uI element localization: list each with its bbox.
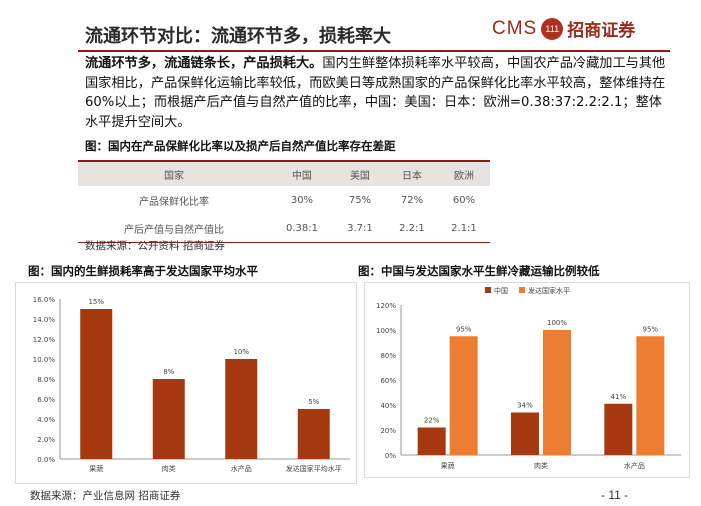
legend-label: 发达国家水平 (528, 286, 570, 295)
left-chart-title: 图：国内的生鲜损耗率高于发达国家平均水平 (28, 264, 258, 278)
data-label: 15% (88, 298, 104, 306)
legend-swatch (519, 287, 525, 293)
table-cell: 2.2:1 (385, 214, 438, 243)
bar (511, 412, 539, 455)
right-chart-title: 图：中国与发达国家水平生鲜冷藏运输比例较低 (358, 264, 600, 278)
y-tick-label: 16.0% (33, 296, 56, 304)
table-header: 日本 (385, 160, 438, 186)
summary-body: 国内生鲜整体损耗率水平较高，中国农产品冷藏加工与其他国家相比，产品保鲜化运输比率… (85, 56, 666, 130)
y-tick-label: 12.0% (33, 336, 56, 344)
table-cell: 72% (400, 194, 424, 206)
data-label: 34% (517, 402, 533, 410)
x-tick-label: 发达国家平均水平 (286, 464, 342, 473)
table-row: 产品保鲜化比率 30% 75% 72% 60% (78, 186, 490, 214)
bar (225, 359, 258, 459)
y-tick-label: 2.0% (37, 436, 55, 444)
data-label: 100% (547, 319, 567, 327)
logo-mark-icon: 111 (541, 17, 564, 40)
y-tick-label: 40% (380, 402, 396, 410)
y-tick-label: 0.0% (37, 456, 55, 464)
x-tick-label: 水产品 (624, 461, 645, 470)
table-cell: 30% (290, 194, 314, 206)
bar (604, 403, 633, 455)
bar (449, 336, 478, 455)
loss-rate-chart: 0.0% 2.0% 4.0% 6.0% 8.0% 10.0% 12.0% 14.0% 16.0%… (15, 282, 357, 484)
y-tick-label: 120% (376, 302, 396, 310)
y-tick-label: 4.0% (37, 416, 55, 424)
bar (417, 427, 446, 455)
y-tick-label: 6.0% (37, 396, 55, 404)
page-number: - 11 - (601, 488, 629, 502)
y-tick-label: 20% (380, 427, 396, 435)
y-tick-label: 10.0% (33, 356, 56, 364)
legend-swatch (485, 287, 491, 293)
data-label: 95% (456, 325, 472, 333)
data-label: 41% (611, 393, 627, 401)
x-tick-label: 水产品 (231, 464, 252, 473)
y-tick-label: 60% (380, 377, 396, 385)
table-cell: 60% (452, 194, 476, 206)
y-tick-label: 14.0% (33, 316, 56, 324)
header-rule (78, 50, 670, 52)
legend-label: 中国 (494, 286, 508, 295)
x-tick-label: 果蔬 (441, 461, 455, 470)
bar (80, 309, 113, 459)
bar (297, 409, 330, 459)
y-tick-label: 8.0% (37, 376, 55, 384)
bar (152, 379, 185, 459)
table-header: 国家 (78, 160, 270, 186)
data-label: 10% (233, 348, 249, 356)
table-cell: 2.1:1 (437, 214, 490, 243)
page-title: 流通环节对比：流通环节多，损耗率大 (85, 26, 391, 47)
data-label: 22% (424, 417, 440, 425)
brand-logo: CMS 111 招商证券 (492, 16, 635, 41)
logo-latin: CMS (492, 17, 538, 39)
table-header: 美国 (333, 160, 386, 186)
data-label: 8% (163, 368, 174, 376)
bar (636, 336, 665, 455)
x-tick-label: 肉类 (534, 461, 548, 470)
table-cell: 产品保鲜化比率 (138, 196, 209, 208)
y-tick-label: 80% (380, 352, 396, 360)
footer-source: 数据来源：产业信息网 招商证券 (30, 490, 181, 502)
data-label: 95% (643, 325, 659, 333)
summary-lead: 流通环节多，流通链条长，产品损耗大。 (85, 56, 323, 71)
x-tick-label: 肉类 (162, 464, 176, 473)
table-cell: 产后产值与自然产值比 (78, 214, 270, 243)
logo-chinese: 招商证券 (567, 21, 636, 41)
cold-chain-ratio-chart: 0% 20% 40% 60% 80% 100% 120% 中国 发达国家水平 22% 95% 果蔬 34… (364, 282, 690, 478)
table-header: 欧洲 (437, 160, 490, 186)
bar (543, 330, 571, 455)
y-tick-label: 0% (385, 452, 396, 460)
y-tick-label: 100% (376, 327, 396, 335)
table-header: 中国 (269, 160, 334, 186)
summary-paragraph: 流通环节多，流通链条长，产品损耗大。国内生鲜整体损耗率水平较高，中国农产品冷藏加… (85, 54, 675, 132)
table-source: 数据来源：公开资料 招商证券 (85, 240, 225, 252)
table-cell: 0.38:1 (269, 214, 334, 243)
table-row: 产后产值与自然产值比 0.38:1 3.7:1 2.2:1 2.1:1 (78, 214, 490, 243)
table-figure-title: 图：国内在产品保鲜化比率以及损产后自然产值比率存在差距 (85, 139, 396, 153)
x-tick-label: 果蔬 (89, 464, 103, 473)
table-cell: 75% (348, 194, 372, 206)
table-cell: 3.7:1 (333, 214, 386, 243)
comparison-table: 国家 中国 美国 日本 欧洲 产品保鲜化比率 30% 75% 72% 60% 产… (78, 160, 490, 243)
data-label: 5% (308, 398, 319, 406)
